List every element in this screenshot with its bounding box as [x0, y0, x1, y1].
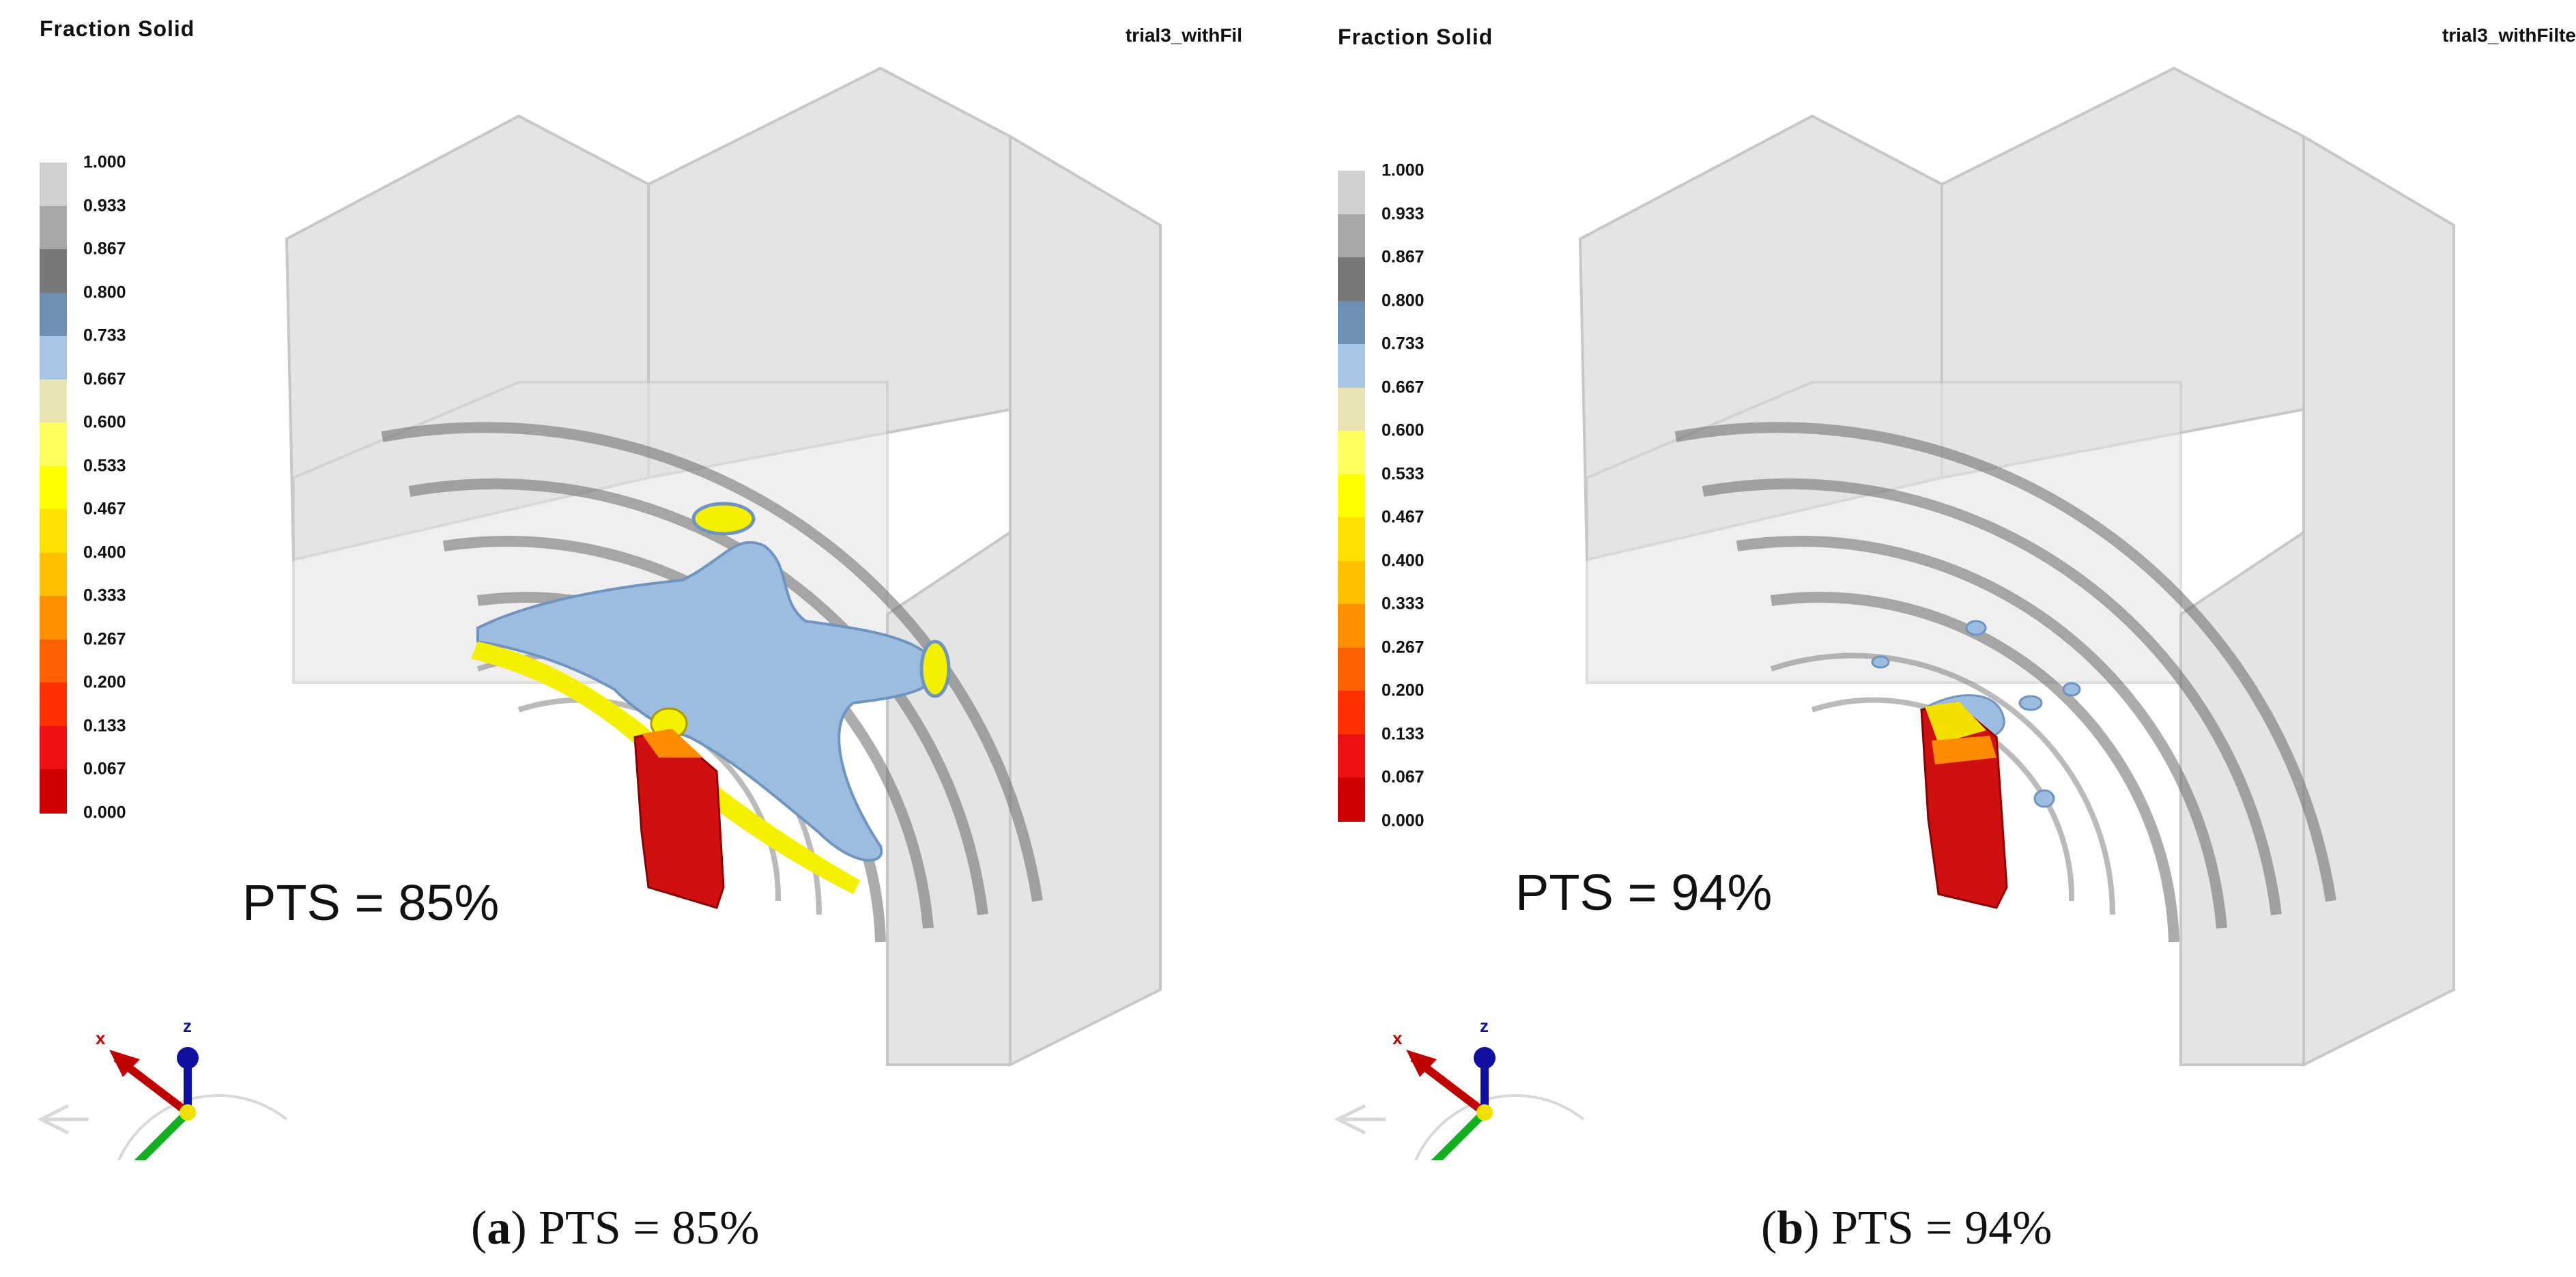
legend-swatch	[40, 769, 67, 814]
legend-swatch	[1338, 691, 1365, 735]
legend-swatch	[40, 249, 67, 293]
panel-b: Fraction Solid trial3_withFilte 1.000 0.9…	[1321, 0, 2576, 1160]
legend-tick-label: 0.533	[83, 456, 126, 475]
axis-triad: x z	[37, 1016, 288, 1160]
legend-swatch	[1338, 431, 1365, 475]
legend-tick-label: 0.867	[1382, 247, 1425, 267]
result-title: Fraction Solid	[1338, 25, 1493, 49]
legend-tick-label: 0.933	[83, 196, 126, 215]
legend-swatch	[1338, 474, 1365, 518]
legend-tick-label: 0.133	[1382, 724, 1425, 743]
legend-tick-label: 0.000	[1382, 811, 1425, 830]
legend-swatch	[40, 422, 67, 467]
casting-model	[1578, 66, 2455, 1067]
legend-swatch	[40, 162, 67, 207]
axis-z-label: z	[183, 1016, 192, 1036]
legend-swatch	[40, 465, 67, 510]
axis-x-label: x	[96, 1028, 106, 1048]
legend-swatch	[1338, 777, 1365, 822]
legend-swatch	[1338, 604, 1365, 648]
pts-label: PTS = 94%	[1515, 864, 1773, 921]
legend-tick-label: 0.467	[1382, 507, 1425, 527]
legend-tick-label: 0.067	[1382, 767, 1425, 787]
legend-tick-label: 0.200	[83, 672, 126, 692]
legend-swatch	[40, 205, 67, 250]
caption-text: PTS = 85%	[539, 1202, 760, 1254]
legend-swatch	[40, 336, 67, 380]
legend-swatch	[1338, 257, 1365, 302]
legend-swatch	[40, 639, 67, 683]
legend-tick-label: 0.267	[1382, 637, 1425, 657]
legend-swatch	[1338, 734, 1365, 778]
legend-swatch	[40, 596, 67, 640]
legend-tick-label: 0.067	[83, 759, 126, 779]
legend-tick-label: 0.333	[1382, 594, 1425, 614]
file-label: trial3_withFil	[1125, 25, 1242, 46]
caption-letter: a	[487, 1202, 511, 1254]
legend-tick-label: 0.200	[1382, 680, 1425, 700]
legend-tick-label: 0.867	[83, 239, 126, 259]
legend-tick-label: 0.600	[83, 412, 126, 432]
caption-a: (a) PTS = 85%	[471, 1202, 760, 1254]
legend-swatch	[40, 552, 67, 597]
legend-tick-label: 0.800	[1382, 291, 1425, 310]
legend-swatch	[1338, 214, 1365, 258]
legend-swatch	[1338, 560, 1365, 605]
legend-tick-label: 0.400	[83, 543, 126, 562]
legend-tick-label: 0.267	[83, 629, 126, 648]
caption-letter: b	[1777, 1202, 1804, 1254]
casting-model	[285, 66, 1162, 1067]
legend-swatch	[40, 292, 67, 336]
pts-label: PTS = 85%	[242, 874, 500, 931]
axis-x-label: x	[1392, 1028, 1403, 1048]
legend-swatch	[40, 509, 67, 554]
legend-tick-label: 1.000	[83, 152, 126, 172]
legend-swatch	[40, 726, 67, 770]
legend-tick-label: 1.000	[1382, 160, 1425, 180]
legend-tick-label: 0.733	[1382, 334, 1425, 354]
legend-tick-label: 0.400	[1382, 551, 1425, 570]
legend-swatch	[40, 683, 67, 727]
legend-tick-label: 0.533	[1382, 464, 1425, 483]
legend-tick-label: 0.667	[83, 369, 126, 388]
legend-swatch	[1338, 344, 1365, 388]
axis-triad: x z	[1334, 1016, 1585, 1160]
legend-swatch	[40, 379, 67, 423]
legend-tick-label: 0.133	[83, 716, 126, 735]
legend-swatch	[1338, 387, 1365, 431]
legend-tick-label: 0.600	[1382, 420, 1425, 440]
caption-text: PTS = 94%	[1831, 1202, 2052, 1254]
legend-tick-label: 0.333	[83, 586, 126, 605]
legend-tick-label: 0.933	[1382, 204, 1425, 223]
legend-swatch	[1338, 647, 1365, 691]
legend-tick-label: 0.467	[83, 499, 126, 519]
result-title: Fraction Solid	[40, 16, 195, 41]
file-label: trial3_withFilte	[2442, 25, 2576, 46]
legend-swatch	[1338, 517, 1365, 562]
caption-b: (b) PTS = 94%	[1761, 1202, 2052, 1254]
legend-swatch	[1338, 171, 1365, 215]
legend-tick-label: 0.667	[1382, 377, 1425, 397]
panel-a: Fraction Solid trial3_withFil 1.000 0.933…	[0, 0, 1270, 1160]
legend-tick-label: 0.800	[83, 283, 126, 302]
legend-tick-label: 0.733	[83, 326, 126, 345]
axis-z-label: z	[1480, 1016, 1489, 1036]
legend-tick-label: 0.000	[83, 803, 126, 822]
legend-swatch	[1338, 300, 1365, 345]
